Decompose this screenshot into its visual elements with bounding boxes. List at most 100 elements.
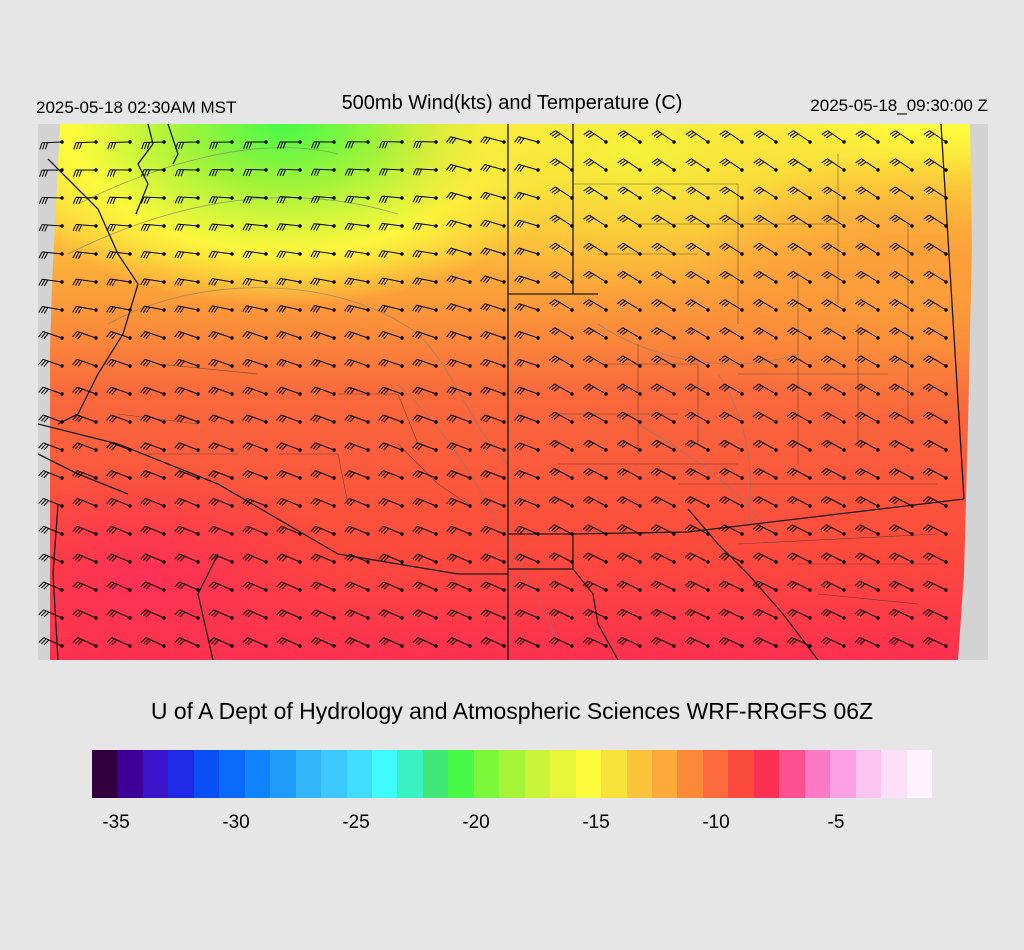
wind-barb	[446, 581, 472, 592]
wind-barb	[72, 331, 98, 340]
wind-barb	[548, 411, 574, 424]
wind-barb	[650, 383, 676, 396]
wind-barb	[174, 386, 200, 396]
wind-barb	[821, 327, 846, 340]
wind-barb	[174, 168, 200, 177]
wind-barb	[412, 442, 438, 452]
colorbar-swatch	[193, 750, 220, 798]
wind-barb	[344, 195, 370, 204]
wind-barb	[412, 553, 438, 564]
wind-barb	[786, 383, 812, 396]
wind-barb	[922, 468, 948, 480]
wind-barb	[583, 186, 608, 200]
wind-barb	[174, 581, 200, 592]
wind-barb	[752, 355, 778, 368]
wind-barb	[854, 496, 880, 508]
wind-barb	[310, 195, 336, 204]
wind-barb	[378, 222, 404, 231]
wind-barb	[72, 442, 98, 452]
wind-barb	[344, 581, 370, 592]
colorbar-swatch	[550, 750, 576, 798]
wind-barb	[753, 214, 778, 228]
colorbar-swatch	[346, 750, 372, 798]
wind-barb	[752, 524, 778, 536]
wind-barb	[514, 470, 540, 480]
wind-barb	[378, 277, 404, 286]
wind-barb	[820, 439, 846, 452]
wind-barb	[412, 168, 438, 176]
wind-barb	[174, 278, 200, 286]
wind-barb	[276, 637, 302, 648]
wind-barb	[378, 470, 404, 480]
wind-barb	[787, 270, 812, 284]
wind-barb	[242, 250, 268, 259]
wind-barb	[685, 158, 710, 172]
colorbar-swatch	[881, 750, 907, 798]
wind-barb	[276, 250, 302, 259]
wind-barb	[378, 525, 404, 536]
wind-barb	[752, 608, 778, 620]
wind-barb	[378, 581, 404, 592]
wind-barb	[446, 303, 472, 312]
wind-barb	[855, 130, 880, 144]
wind-barb	[514, 553, 540, 564]
wind-barb	[549, 242, 574, 256]
wind-barb	[480, 164, 506, 172]
wind-barb	[922, 552, 948, 564]
wind-barb	[480, 303, 506, 312]
wind-barb	[446, 442, 472, 452]
wind-barb	[514, 164, 540, 172]
wind-barb	[38, 553, 64, 564]
wind-barb	[310, 168, 336, 176]
wind-barb	[548, 439, 574, 452]
valid-time-utc: 2025-05-18_09:30:00 Z	[810, 96, 988, 115]
wind-barb	[549, 130, 574, 144]
wind-barb	[684, 468, 710, 480]
wind-barb	[208, 168, 234, 177]
wind-barb	[276, 414, 302, 424]
wind-barb	[549, 158, 574, 172]
wind-barb	[480, 525, 506, 536]
wind-barb	[446, 414, 472, 424]
wind-barb	[242, 609, 268, 620]
wind-barb	[549, 299, 574, 312]
wind-barb	[549, 270, 574, 284]
wind-barb	[922, 439, 948, 452]
wind-barb	[786, 355, 812, 368]
wind-barb	[820, 637, 846, 648]
wind-barb	[140, 331, 166, 340]
wind-barb	[106, 358, 132, 368]
wind-barb	[753, 270, 778, 284]
colorbar-swatch	[448, 750, 474, 798]
wind-barb	[684, 355, 710, 368]
wind-barb	[752, 580, 778, 592]
wind-barb	[616, 524, 642, 536]
colorbar-swatch	[651, 750, 678, 798]
wind-barb	[106, 637, 132, 648]
wind-barb	[344, 498, 370, 508]
wind-barb	[617, 270, 642, 284]
wind-barb	[650, 355, 676, 368]
wind-barb	[685, 327, 710, 340]
wind-barb	[140, 414, 166, 424]
wind-barb	[174, 470, 200, 480]
wind-barb	[480, 553, 506, 564]
wind-barb	[888, 496, 914, 508]
wind-barb	[344, 358, 370, 368]
wind-barb	[616, 383, 642, 396]
wind-barb	[514, 247, 540, 256]
wind-barb	[650, 552, 676, 564]
wind-barb	[650, 580, 676, 592]
wind-barb	[276, 525, 302, 536]
wind-barb	[854, 439, 880, 452]
wind-barb	[718, 439, 744, 452]
wind-barb	[650, 608, 676, 620]
wind-barb	[72, 609, 98, 620]
wind-barb	[582, 637, 608, 648]
wind-barb	[889, 214, 914, 228]
wind-barb	[174, 305, 200, 314]
wind-barb	[174, 223, 200, 232]
wind-barb	[412, 637, 438, 648]
wind-barb	[820, 383, 846, 396]
colorbar-swatch	[702, 750, 729, 798]
